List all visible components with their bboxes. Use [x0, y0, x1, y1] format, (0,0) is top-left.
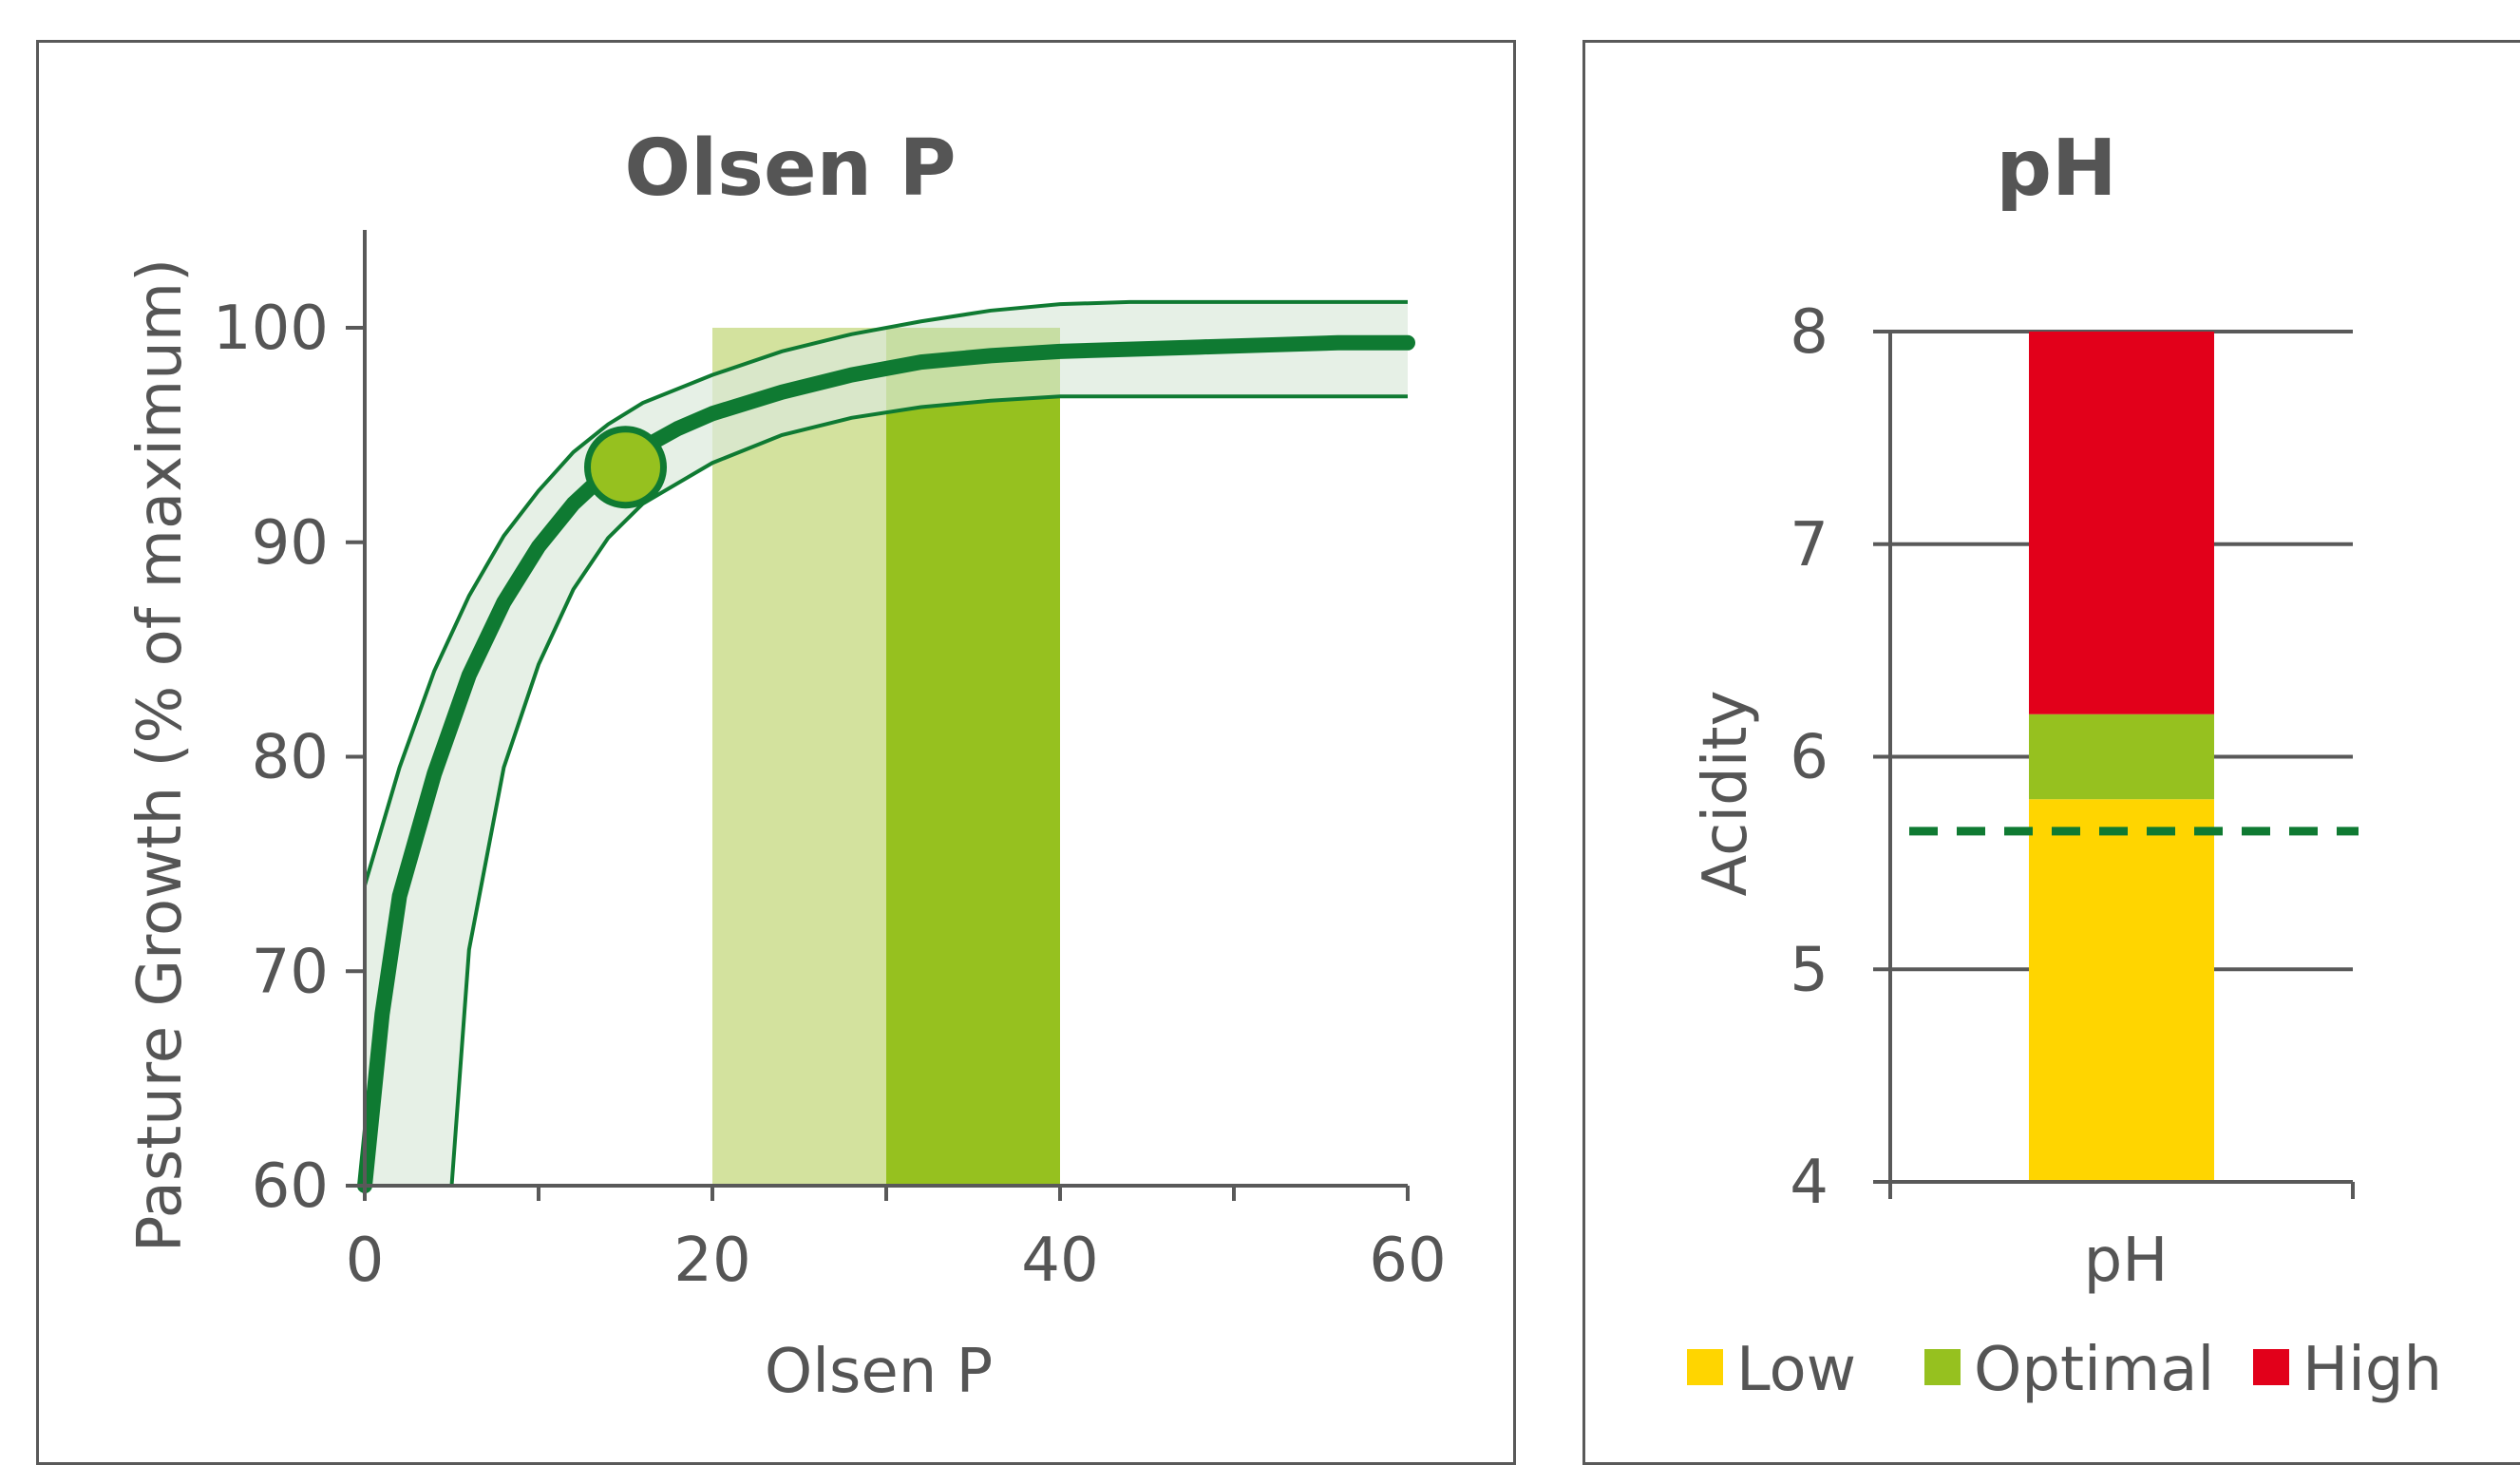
olsen-p-band-upper: [363, 299, 1408, 886]
ph-y-tick-label: 6: [1790, 723, 1828, 793]
ph-segment-low: [2029, 799, 2214, 1182]
olsen-p-band: [363, 299, 1408, 1187]
olsen-p-chart: Olsen P 0 20 40 60 60 70 80 90 100 Olsen P Pastu…: [125, 124, 1447, 1407]
olsen-p-y-tick-label: 70: [252, 937, 329, 1007]
olsen-p-y-tick-label: 100: [213, 294, 329, 364]
charts-canvas: Olsen P 0 20 40 60 60 70 80 90 100 Olsen P Pastu…: [125, 124, 2442, 1407]
olsen-p-band-fill: [365, 301, 1408, 1186]
olsen-p-line: [357, 334, 1415, 1193]
ph-y-tick-label: 4: [1790, 1148, 1828, 1218]
olsen-p-marker: [584, 426, 667, 509]
ph-chart-title: pH: [1996, 124, 2116, 214]
ph-legend-label-high: High: [2302, 1335, 2442, 1405]
ph-legend-swatch-high: [2253, 1349, 2289, 1385]
olsen-p-y-tick-label: 80: [252, 723, 329, 793]
ph-bar-segments: [2029, 332, 2214, 1182]
ph-y-tick-label: 7: [1790, 510, 1828, 580]
olsen-p-y-axis-label: Pasture Growth (% of maximum): [125, 258, 196, 1252]
ph-legend-swatch-low: [1687, 1349, 1723, 1385]
olsen-p-x-tick-label: 0: [346, 1226, 385, 1296]
ph-legend-label-low: Low: [1736, 1335, 1856, 1405]
olsen-p-x-axis-label: Olsen P: [765, 1337, 993, 1407]
olsen-p-range-1: [712, 328, 886, 1186]
olsen-p-ticks: 0 20 40 60 60 70 80 90 100: [213, 294, 1447, 1296]
olsen-p-y-tick-label: 90: [252, 508, 329, 579]
olsen-p-response-line: [357, 334, 1415, 1193]
ph-y-axis-label: Acidity: [1691, 691, 1761, 897]
ph-chart: pH 4 5 6 7 8 pH Acidity Low Optimal High: [1687, 124, 2442, 1405]
ph-y-tick-label: 8: [1790, 297, 1828, 368]
ph-segment-optimal: [2029, 713, 2214, 800]
olsen-p-chart-title: Olsen P: [624, 124, 956, 214]
ph-legend: Low Optimal High: [1687, 1335, 2442, 1405]
olsen-p-x-tick-label: 20: [673, 1226, 750, 1296]
olsen-p-x-tick-label: 40: [1021, 1226, 1098, 1296]
ph-legend-label-optimal: Optimal: [1974, 1335, 2214, 1405]
olsen-p-band-lower: [449, 394, 1408, 1187]
ph-segment-high: [2029, 332, 2214, 714]
olsen-p-range-2: [886, 328, 1060, 1186]
olsen-p-x-tick-label: 60: [1369, 1226, 1446, 1296]
olsen-p-marker-point: [584, 426, 667, 509]
ph-ticks: 4 5 6 7 8: [1790, 297, 1890, 1218]
ph-x-axis-label: pH: [2084, 1226, 2169, 1296]
olsen-p-ranges: [712, 328, 1060, 1186]
ph-y-tick-label: 5: [1790, 935, 1828, 1005]
olsen-p-y-tick-label: 60: [252, 1151, 329, 1222]
ph-legend-swatch-optimal: [1924, 1349, 1961, 1385]
